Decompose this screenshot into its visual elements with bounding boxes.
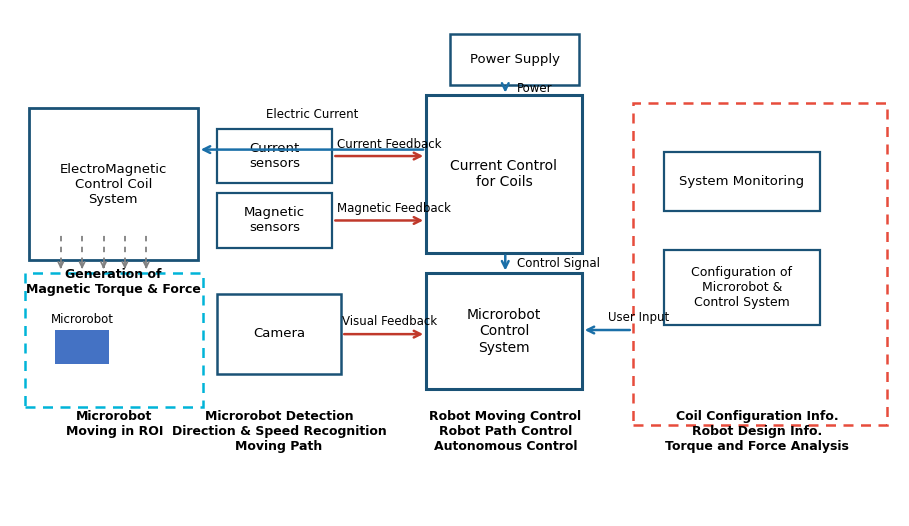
Text: Microrobot: Microrobot	[51, 313, 114, 326]
Bar	[426, 274, 582, 389]
Bar	[25, 274, 204, 407]
Text: Power: Power	[517, 82, 553, 95]
Text: Configuration of
Microrobot &
Control System: Configuration of Microrobot & Control Sy…	[691, 266, 793, 309]
Text: Visual Feedback: Visual Feedback	[343, 316, 437, 328]
Bar	[216, 194, 333, 248]
Text: Electric Current: Electric Current	[265, 108, 358, 122]
Text: Robot Moving Control
Robot Path Control
Autonomous Control: Robot Moving Control Robot Path Control …	[429, 410, 582, 453]
Text: Microrobot
Control
System: Microrobot Control System	[466, 308, 541, 355]
Text: Microrobot
Moving in ROI: Microrobot Moving in ROI	[65, 410, 163, 438]
Text: Current
sensors: Current sensors	[249, 142, 300, 170]
Bar	[450, 34, 579, 85]
Text: ElectroMagnetic
Control Coil
System: ElectroMagnetic Control Coil System	[60, 163, 167, 206]
Bar	[55, 330, 109, 363]
Bar	[633, 103, 886, 426]
Bar	[216, 294, 342, 374]
Text: System Monitoring: System Monitoring	[679, 175, 804, 188]
Text: User Input: User Input	[608, 311, 669, 324]
Bar	[29, 108, 198, 260]
Text: Microrobot Detection
Direction & Speed Recognition
Moving Path: Microrobot Detection Direction & Speed R…	[172, 410, 386, 453]
Bar	[216, 129, 333, 183]
Text: Power Supply: Power Supply	[470, 53, 560, 66]
Text: Coil Configuration Info.
Robot Design Info.
Torque and Force Analysis: Coil Configuration Info. Robot Design In…	[665, 410, 849, 453]
Text: Current Control
for Coils: Current Control for Coils	[451, 159, 557, 189]
Text: Camera: Camera	[253, 327, 305, 340]
Text: Control Signal: Control Signal	[517, 257, 600, 269]
Text: Magnetic
sensors: Magnetic sensors	[244, 207, 305, 235]
Text: Current Feedback: Current Feedback	[337, 138, 442, 150]
Bar	[664, 152, 820, 211]
Text: Magnetic Feedback: Magnetic Feedback	[337, 202, 451, 215]
Bar	[664, 250, 820, 325]
Text: Generation of
Magnetic Torque & Force: Generation of Magnetic Torque & Force	[25, 268, 201, 296]
Bar	[426, 96, 582, 252]
